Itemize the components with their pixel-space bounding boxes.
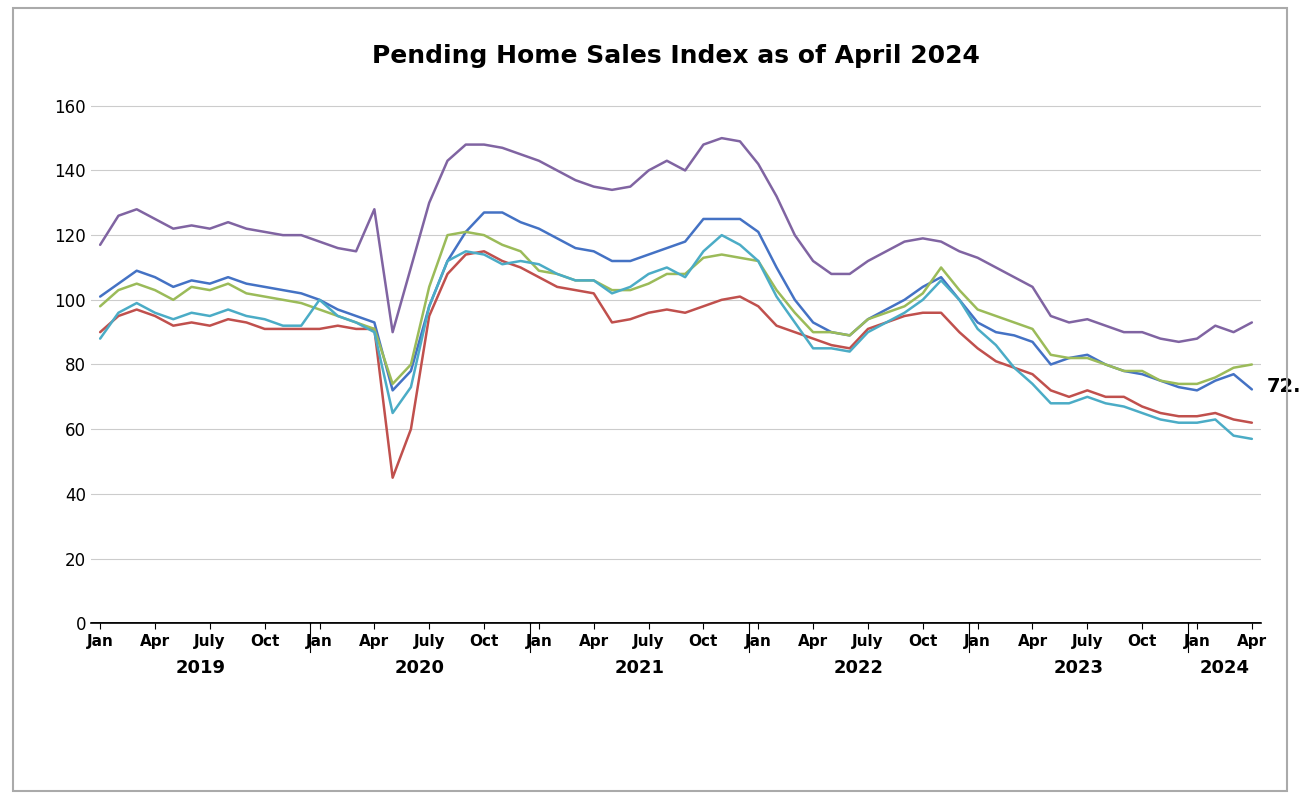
WE xyxy=(1244,434,1260,443)
Text: 2019: 2019 xyxy=(176,659,226,677)
SO xyxy=(1244,318,1260,328)
SO xyxy=(861,256,876,266)
NE xyxy=(604,318,620,328)
NE xyxy=(476,247,491,256)
SO xyxy=(714,133,729,143)
MW xyxy=(239,288,255,298)
Line: NE: NE xyxy=(100,252,1252,478)
SO xyxy=(568,175,584,185)
NE xyxy=(696,301,711,311)
Text: 2021: 2021 xyxy=(615,659,664,677)
US xyxy=(879,304,894,314)
Line: MW: MW xyxy=(100,232,1252,384)
Text: 72.3: 72.3 xyxy=(1266,376,1300,396)
Title: Pending Home Sales Index as of April 2024: Pending Home Sales Index as of April 202… xyxy=(372,44,980,68)
SO xyxy=(92,240,108,249)
SO xyxy=(750,159,766,169)
SO xyxy=(1171,337,1187,347)
WE xyxy=(714,230,729,240)
US xyxy=(92,292,108,301)
WE xyxy=(842,347,858,356)
Line: WE: WE xyxy=(100,235,1252,439)
MW xyxy=(458,227,473,237)
NE xyxy=(92,328,108,337)
MW xyxy=(861,315,876,324)
NE xyxy=(768,321,784,331)
SO xyxy=(842,269,858,279)
SO xyxy=(239,224,255,233)
WE xyxy=(659,263,675,272)
US xyxy=(385,386,400,396)
US xyxy=(604,256,620,266)
MW xyxy=(1244,360,1260,369)
NE xyxy=(1244,418,1260,427)
MW xyxy=(696,253,711,263)
US xyxy=(476,208,491,217)
US xyxy=(1244,384,1260,394)
Text: 2020: 2020 xyxy=(395,659,445,677)
NE xyxy=(861,324,876,334)
Text: 2024: 2024 xyxy=(1200,659,1249,677)
MW xyxy=(604,285,620,295)
WE xyxy=(861,328,876,337)
Text: 2022: 2022 xyxy=(833,659,884,677)
Line: SO: SO xyxy=(100,138,1252,342)
NE xyxy=(385,473,400,483)
NE xyxy=(879,318,894,328)
MW xyxy=(768,285,784,295)
US xyxy=(696,214,711,224)
SO xyxy=(659,156,675,165)
US xyxy=(239,279,255,288)
US xyxy=(861,315,876,324)
WE xyxy=(92,334,108,344)
NE xyxy=(239,318,255,328)
Line: US: US xyxy=(100,213,1252,391)
Text: 2023: 2023 xyxy=(1053,659,1104,677)
US xyxy=(768,263,784,272)
MW xyxy=(92,301,108,311)
MW xyxy=(385,379,400,388)
WE xyxy=(750,256,766,266)
WE xyxy=(568,276,584,285)
MW xyxy=(879,308,894,317)
WE xyxy=(239,311,255,320)
